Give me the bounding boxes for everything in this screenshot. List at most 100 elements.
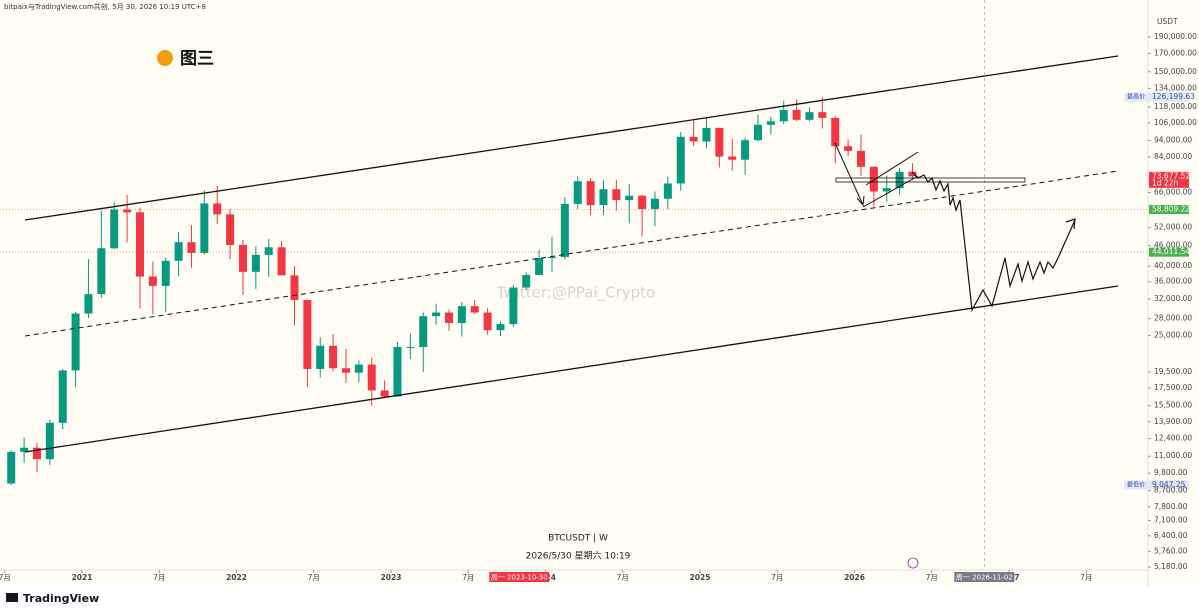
price-tag-name-box (1124, 480, 1148, 490)
x-tick-label: 7月 (153, 573, 165, 582)
drawings (24, 55, 1119, 453)
crosshair-tag-label: 周一 2023-10-30 (491, 574, 548, 582)
y-tick-label: 17,500.00 (1154, 383, 1192, 392)
candle-body (869, 166, 878, 192)
y-tick-label: 106,000.00 (1154, 118, 1197, 127)
candle-body (625, 195, 634, 201)
candle-body (58, 370, 67, 423)
channel-mid (24, 170, 1119, 337)
candle-body (432, 312, 441, 317)
candle-body (753, 124, 762, 141)
candle-body (702, 127, 711, 142)
footer-band (0, 586, 1199, 614)
candle-body (264, 247, 273, 255)
candles (7, 97, 917, 485)
price-tag (1149, 171, 1189, 188)
x-tick-label: 2022 (226, 573, 247, 582)
candle-body (419, 316, 428, 348)
y-tick-label: 19,500.00 (1154, 367, 1192, 376)
candle-body (496, 324, 505, 331)
candle-body (380, 390, 389, 397)
candle-body (200, 203, 209, 253)
candle-body (316, 345, 325, 369)
title-icon (157, 50, 173, 66)
crosshair-tag (954, 572, 1015, 582)
x-tick-label: 2025 (690, 573, 711, 582)
y-tick-label: 150,000.00 (1154, 67, 1197, 76)
x-tick-label: 7月 (0, 573, 11, 582)
grid (0, 0, 1148, 570)
candle-body (84, 294, 93, 314)
y-axis-title: USDT (1157, 17, 1178, 26)
candle-body (522, 274, 531, 288)
candle-body (123, 209, 132, 213)
candle-body (45, 422, 54, 460)
candle-body (766, 121, 775, 125)
y-tick-label: 170,000.00 (1154, 48, 1197, 57)
channel-lower (24, 285, 1119, 453)
candle-body (612, 189, 621, 201)
candle-body (444, 312, 453, 323)
candle-body (650, 198, 659, 210)
price-tag-label: 58,809.22 (1152, 205, 1190, 214)
x-tick-label: 2021 (72, 573, 93, 582)
candle-body (715, 127, 724, 157)
x-tick-label: 7月 (771, 573, 783, 582)
y-tick-label: 46,000.00 (1154, 241, 1192, 250)
y-tick-label: 9,800.00 (1154, 468, 1188, 477)
price-tag-name-box (1124, 92, 1148, 102)
datetime-label: 2026/5/30 星期六 10:19 (526, 550, 631, 562)
price-countdown: 1d 22h (1152, 178, 1178, 187)
candle-body (779, 109, 788, 122)
candle-body (290, 275, 299, 300)
candle-body (676, 136, 685, 184)
candle-body (792, 109, 801, 120)
y-tick-label: 52,000.00 (1154, 223, 1192, 232)
candle-body (393, 347, 402, 397)
y-tick-label: 12,400.00 (1154, 434, 1192, 443)
candle-body (741, 140, 750, 160)
candle-body (470, 306, 479, 313)
wedge-lower (862, 175, 919, 208)
price-tag-name: 最高价 (1127, 93, 1145, 101)
crosshair-tag-label: 周一 2026-11-02 (956, 574, 1013, 582)
price-tag-label: 44,011.54 (1152, 247, 1190, 256)
candle-body (161, 260, 170, 286)
y-tick-label: 6,400.00 (1154, 531, 1188, 540)
y-tick-label: 190,000.00 (1154, 32, 1197, 41)
y-tick-label: 5,180.00 (1154, 562, 1188, 571)
wedge-upper (865, 151, 919, 186)
candle-body (728, 156, 737, 160)
watermark: Twitter:@PPai_Crypto (496, 284, 655, 303)
candle-body (7, 451, 16, 484)
y-tick-label: 7,100.00 (1154, 516, 1188, 525)
x-tick-label: 7月 (462, 573, 474, 582)
x-tick-label: 7月 (1080, 573, 1092, 582)
y-tick-label: 25,000.00 (1154, 330, 1192, 339)
price-tag-label: 126,199.63 (1152, 92, 1195, 101)
candle-body (547, 256, 556, 259)
symbol-label: BTCUSDT | W (548, 534, 608, 544)
candle-body (586, 181, 595, 206)
candle-body (71, 313, 80, 371)
alert-icon[interactable] (907, 557, 919, 569)
candle-body (805, 112, 814, 120)
candle-body (908, 171, 917, 177)
y-tick-label: 84,000.00 (1154, 152, 1192, 161)
candle-body (367, 364, 376, 391)
candle-body (663, 183, 672, 199)
y-tick-label: 36,000.00 (1154, 277, 1192, 286)
candle-body (174, 242, 183, 261)
candle-body (406, 347, 415, 349)
candle-body (110, 209, 119, 249)
y-tick-label: 28,000.00 (1154, 314, 1192, 323)
x-tick-label: 7月 (617, 573, 629, 582)
x-tick-label: 7月 (308, 573, 320, 582)
y-tick-label: 40,000.00 (1154, 261, 1192, 270)
candle-body (882, 188, 891, 192)
candle-body (277, 247, 286, 276)
candle-body (818, 112, 827, 118)
price-tag (1149, 205, 1189, 215)
candle-body (32, 447, 41, 460)
x-tick-label: 7月 (926, 573, 938, 582)
